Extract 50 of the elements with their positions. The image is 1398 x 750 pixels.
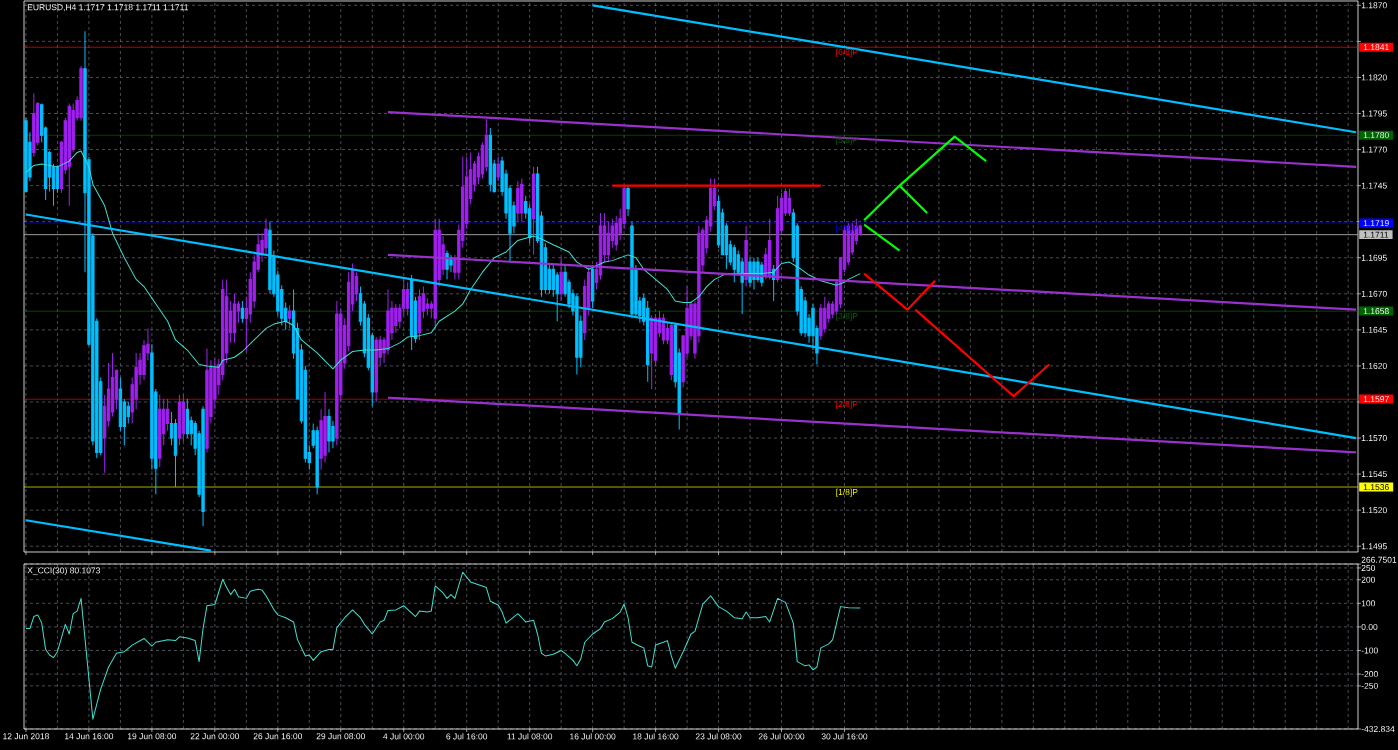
annotation: [2/8]P — [836, 400, 858, 409]
x-tick-label: 4 Jul 00:00 — [383, 733, 425, 740]
x-tick-label: 6 Jul 16:00 — [446, 733, 488, 740]
x-tick-label: 26 Jun 16:00 — [253, 733, 303, 740]
annotation: [5/8]P — [836, 136, 858, 145]
y-tick-label: 1.1770 — [1361, 146, 1387, 153]
annotation: [3/8]P — [836, 312, 858, 321]
y-tick-label: 1.1495 — [1361, 543, 1387, 550]
x-tick-label: 29 Jun 08:00 — [316, 733, 365, 740]
y-tick-label: 1.1745 — [1361, 182, 1387, 189]
x-tick-label: 11 Jul 08:00 — [507, 733, 553, 740]
x-tick-label: 22 Jun 00:00 — [190, 733, 240, 740]
y-tick-label: 1.1570 — [1361, 435, 1387, 442]
x-tick-label: 30 Jul 16:00 — [821, 733, 868, 740]
x-tick-label: 16 Jul 00:00 — [570, 733, 616, 740]
ref-line-label: 1.1780 — [1363, 132, 1389, 139]
x-tick-label: 12 Jun 2018 — [3, 733, 49, 740]
x-tick-label: 26 Jul 00:00 — [758, 733, 805, 740]
y-tick-label: -200 — [1361, 671, 1378, 678]
x-tick-label: 19 Jun 08:00 — [127, 733, 177, 740]
x-tick-label: 18 Jul 16:00 — [633, 733, 679, 740]
y-tick-label: 266.7501 — [1361, 556, 1397, 563]
y-tick-label: 1.1670 — [1361, 290, 1387, 297]
ref-line-label: 1.1711 — [1363, 231, 1389, 238]
y-tick-label: 0.00 — [1361, 623, 1378, 630]
chart-title: X_CCI(30) 80.1073 — [27, 567, 101, 576]
ref-line-label: 1.1536 — [1363, 484, 1389, 491]
ref-line-label: 1.1658 — [1363, 308, 1389, 315]
annotation: [6/8]P — [836, 48, 858, 57]
ref-line-label: 1.1719 — [1363, 220, 1389, 227]
ref-line-label: 1.1841 — [1363, 44, 1389, 51]
y-tick-label: -432.834 — [1361, 726, 1395, 732]
y-tick-label: 1.1870 — [1361, 2, 1387, 9]
y-tick-label: 1.1620 — [1361, 362, 1387, 369]
chart-title: EURUSD,H4 1.1717 1.1718 1.1711 1.1711 — [27, 4, 189, 12]
y-tick-label: 250 — [1361, 564, 1376, 571]
y-tick-label: 1.1545 — [1361, 471, 1387, 478]
y-tick-label: 200 — [1361, 576, 1376, 583]
y-tick-label: 1.1695 — [1361, 254, 1387, 261]
ref-line-label: 1.1597 — [1363, 396, 1389, 403]
y-tick-label: 1.1520 — [1361, 507, 1387, 514]
y-tick-label: 1.1820 — [1361, 74, 1387, 81]
y-tick-label: -250 — [1361, 682, 1378, 689]
x-tick-label: 23 Jul 08:00 — [695, 733, 742, 740]
x-tick-label: 14 Jun 16:00 — [65, 733, 114, 740]
y-tick-label: -100 — [1361, 647, 1378, 654]
y-tick-label: 1.1795 — [1361, 110, 1387, 117]
y-tick-label: 1.1645 — [1361, 326, 1387, 333]
y-tick-label: 100 — [1361, 600, 1376, 607]
annotation: [1/8]P — [836, 488, 858, 497]
